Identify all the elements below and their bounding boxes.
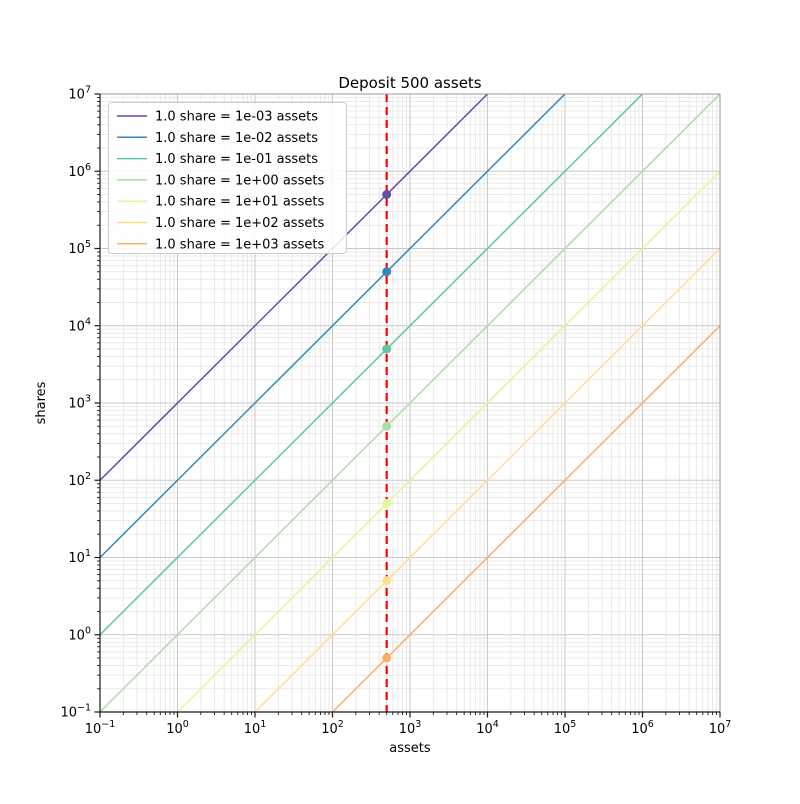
axis-ticks	[94, 93, 721, 718]
x-tick-label: 100	[166, 719, 189, 737]
data-point-markers	[382, 190, 392, 663]
y-tick-label: 107	[68, 85, 91, 103]
x-tick-label: 10−1	[85, 719, 116, 737]
legend-label: 1.0 share = 1e-03 assets	[155, 110, 318, 125]
legend-label: 1.0 share = 1e-01 assets	[155, 152, 318, 167]
legend-item: 1.0 share = 1e+01 assets	[117, 195, 324, 210]
data-point-marker	[382, 267, 392, 277]
y-tick-label: 106	[68, 162, 91, 180]
legend-label: 1.0 share = 1e+01 assets	[155, 195, 324, 210]
legend-label: 1.0 share = 1e+00 assets	[155, 173, 324, 188]
legend-item: 1.0 share = 1e+02 assets	[117, 216, 324, 231]
x-tick-label: 104	[476, 719, 499, 737]
exchange-rate-line	[176, 170, 721, 713]
data-point-marker	[382, 344, 392, 354]
legend-item: 1.0 share = 1e-03 assets	[117, 110, 318, 125]
legend-item: 1.0 share = 1e+03 assets	[117, 237, 324, 252]
legend-label: 1.0 share = 1e+03 assets	[155, 237, 324, 252]
data-point-marker	[382, 576, 392, 586]
x-tick-label: 102	[321, 719, 344, 737]
exchange-rate-line	[99, 93, 644, 636]
legend-item: 1.0 share = 1e+00 assets	[117, 173, 324, 188]
exchange-rate-line	[99, 93, 489, 481]
y-tick-label: 104	[68, 316, 91, 334]
data-point-marker	[382, 653, 392, 663]
y-tick-label: 100	[68, 625, 91, 643]
x-tick-label: 107	[709, 719, 732, 737]
exchange-rate-line	[99, 93, 566, 559]
legend-item: 1.0 share = 1e-02 assets	[117, 131, 318, 146]
exchange-rate-line	[331, 325, 721, 713]
exchange-rate-line	[99, 93, 721, 713]
x-tick-label: 101	[244, 719, 267, 737]
legend: 1.0 share = 1e-03 assets 1.0 share = 1e-0…	[108, 102, 347, 254]
y-tick-label: 10−1	[60, 703, 91, 721]
data-point-marker	[382, 421, 392, 431]
x-tick-label: 103	[399, 719, 422, 737]
exchange-rate-line	[254, 247, 721, 713]
legend-box	[108, 102, 347, 254]
series-lines	[99, 93, 721, 713]
x-axis-label: assets	[389, 741, 431, 756]
x-tick-label: 105	[554, 719, 577, 737]
y-tick-label: 101	[68, 548, 91, 566]
y-tick-label: 103	[68, 394, 91, 412]
axis-tick-labels: 10−1 100 101 102 103 104 105 106 107 10−1 100 101 10…	[60, 85, 731, 738]
legend-label: 1.0 share = 1e+02 assets	[155, 216, 324, 231]
legend-item: 1.0 share = 1e-01 assets	[117, 152, 318, 167]
data-point-marker	[382, 190, 392, 200]
y-tick-label: 105	[68, 239, 91, 257]
data-point-marker	[382, 499, 392, 509]
x-tick-label: 106	[631, 719, 654, 737]
legend-label: 1.0 share = 1e-02 assets	[155, 131, 318, 146]
chart-title: Deposit 500 assets	[338, 74, 481, 92]
y-axis-label: shares	[34, 381, 49, 424]
y-tick-label: 102	[68, 471, 91, 489]
